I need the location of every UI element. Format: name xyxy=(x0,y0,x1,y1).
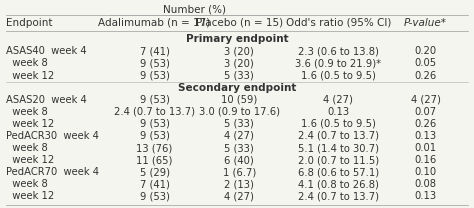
Text: 7 (41): 7 (41) xyxy=(140,46,170,56)
Text: 4 (27): 4 (27) xyxy=(323,95,353,105)
Text: PedACR30  week 4: PedACR30 week 4 xyxy=(6,131,99,141)
Text: 0.13: 0.13 xyxy=(327,107,349,117)
Text: 2.4 (0.7 to 13.7): 2.4 (0.7 to 13.7) xyxy=(298,191,379,202)
Text: 10 (59): 10 (59) xyxy=(221,95,257,105)
Text: 3.6 (0.9 to 21.9)*: 3.6 (0.9 to 21.9)* xyxy=(295,58,382,68)
Text: 9 (53): 9 (53) xyxy=(140,95,170,105)
Text: ASAS20  week 4: ASAS20 week 4 xyxy=(6,95,87,105)
Text: 2.0 (0.7 to 11.5): 2.0 (0.7 to 11.5) xyxy=(298,155,379,165)
Text: 7 (41): 7 (41) xyxy=(140,179,170,189)
Text: 5 (33): 5 (33) xyxy=(225,143,254,153)
Text: 13 (76): 13 (76) xyxy=(137,143,173,153)
Text: 3.0 (0.9 to 17.6): 3.0 (0.9 to 17.6) xyxy=(199,107,280,117)
Text: 0.01: 0.01 xyxy=(414,143,437,153)
Text: 0.26: 0.26 xyxy=(414,71,437,80)
Text: 0.05: 0.05 xyxy=(414,58,437,68)
Text: 5 (33): 5 (33) xyxy=(225,119,254,129)
Text: week 8: week 8 xyxy=(6,143,48,153)
Text: 0.16: 0.16 xyxy=(414,155,437,165)
Text: week 8: week 8 xyxy=(6,179,48,189)
Text: 0.20: 0.20 xyxy=(414,46,437,56)
Text: 6 (40): 6 (40) xyxy=(225,155,254,165)
Text: Adalimumab (n = 17): Adalimumab (n = 17) xyxy=(99,18,210,28)
Text: 5 (33): 5 (33) xyxy=(225,71,254,80)
Text: 9 (53): 9 (53) xyxy=(140,131,170,141)
Text: 3 (20): 3 (20) xyxy=(225,58,254,68)
Text: 5.1 (1.4 to 30.7): 5.1 (1.4 to 30.7) xyxy=(298,143,379,153)
Text: 1 (6.7): 1 (6.7) xyxy=(223,167,256,177)
Text: Odd's ratio (95% CI): Odd's ratio (95% CI) xyxy=(286,18,391,28)
Text: week 12: week 12 xyxy=(6,191,55,202)
Text: Primary endpoint: Primary endpoint xyxy=(186,34,288,44)
Text: 0.26: 0.26 xyxy=(414,119,437,129)
Text: Placebo (n = 15): Placebo (n = 15) xyxy=(196,18,283,28)
Text: 9 (53): 9 (53) xyxy=(140,191,170,202)
Text: 6.8 (0.6 to 57.1): 6.8 (0.6 to 57.1) xyxy=(298,167,379,177)
Text: 9 (53): 9 (53) xyxy=(140,58,170,68)
Text: 3 (20): 3 (20) xyxy=(225,46,254,56)
Text: Endpoint: Endpoint xyxy=(6,18,53,28)
Text: Number (%): Number (%) xyxy=(163,5,226,15)
Text: 4 (27): 4 (27) xyxy=(224,131,254,141)
Text: 2 (13): 2 (13) xyxy=(224,179,254,189)
Text: week 12: week 12 xyxy=(6,155,55,165)
Text: 5 (29): 5 (29) xyxy=(139,167,170,177)
Text: ASAS40  week 4: ASAS40 week 4 xyxy=(6,46,87,56)
Text: 0.08: 0.08 xyxy=(414,179,437,189)
Text: 2.3 (0.6 to 13.8): 2.3 (0.6 to 13.8) xyxy=(298,46,379,56)
Text: PedACR70  week 4: PedACR70 week 4 xyxy=(6,167,99,177)
Text: 0.13: 0.13 xyxy=(414,191,437,202)
Text: Secondary endpoint: Secondary endpoint xyxy=(178,83,296,93)
Text: 4 (27): 4 (27) xyxy=(410,95,440,105)
Text: week 12: week 12 xyxy=(6,71,55,80)
Text: 4 (27): 4 (27) xyxy=(224,191,254,202)
Text: 2.4 (0.7 to 13.7): 2.4 (0.7 to 13.7) xyxy=(298,131,379,141)
Text: week 8: week 8 xyxy=(6,107,48,117)
Text: P-value*: P-value* xyxy=(404,18,447,28)
Text: 11 (65): 11 (65) xyxy=(137,155,173,165)
Text: 4.1 (0.8 to 26.8): 4.1 (0.8 to 26.8) xyxy=(298,179,379,189)
Text: 1.6 (0.5 to 9.5): 1.6 (0.5 to 9.5) xyxy=(301,71,376,80)
Text: 0.10: 0.10 xyxy=(414,167,437,177)
Text: week 12: week 12 xyxy=(6,119,55,129)
Text: 2.4 (0.7 to 13.7): 2.4 (0.7 to 13.7) xyxy=(114,107,195,117)
Text: 0.07: 0.07 xyxy=(414,107,437,117)
Text: 0.13: 0.13 xyxy=(414,131,437,141)
Text: 9 (53): 9 (53) xyxy=(140,71,170,80)
Text: 1.6 (0.5 to 9.5): 1.6 (0.5 to 9.5) xyxy=(301,119,376,129)
Text: 9 (53): 9 (53) xyxy=(140,119,170,129)
Text: week 8: week 8 xyxy=(6,58,48,68)
